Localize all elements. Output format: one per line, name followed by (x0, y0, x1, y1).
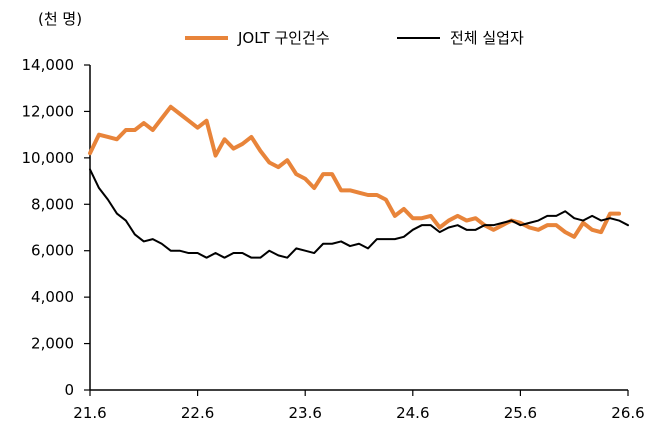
y-tick-label: 2,000 (31, 335, 74, 353)
x-tick-label: 25.6 (504, 404, 537, 422)
y-tick-label: 4,000 (31, 288, 74, 306)
y-tick-label: 14,000 (22, 56, 75, 74)
y-tick-label: 10,000 (22, 149, 75, 167)
x-tick-label: 26.6 (611, 404, 644, 422)
legend-label-unemployed: 전체 실업자 (450, 29, 524, 47)
series-line-jolt (88, 104, 622, 239)
y-tick-label: 8,000 (31, 195, 74, 213)
series-line-unemployed (89, 168, 629, 259)
y-unit-label: (천 명) (38, 10, 82, 28)
legend: JOLT 구인건수 전체 실업자 (185, 29, 524, 47)
y-tick-label: 6,000 (31, 242, 74, 260)
x-axis: 21.6 22.6 23.6 24.6 25.6 26.6 (73, 389, 645, 422)
x-tick-label: 23.6 (288, 404, 321, 422)
x-tick-label: 24.6 (396, 404, 429, 422)
y-tick-label: 12,000 (22, 102, 75, 120)
y-axis: 0 2,000 4,000 6,000 8,000 10,000 12,000 14,000 (22, 56, 91, 399)
y-tick-label: 0 (64, 381, 74, 399)
legend-label-jolt: JOLT 구인건수 (237, 29, 330, 47)
series-layer (88, 104, 629, 259)
x-tick-label: 22.6 (181, 404, 214, 422)
x-tick-label: 21.6 (73, 404, 106, 422)
